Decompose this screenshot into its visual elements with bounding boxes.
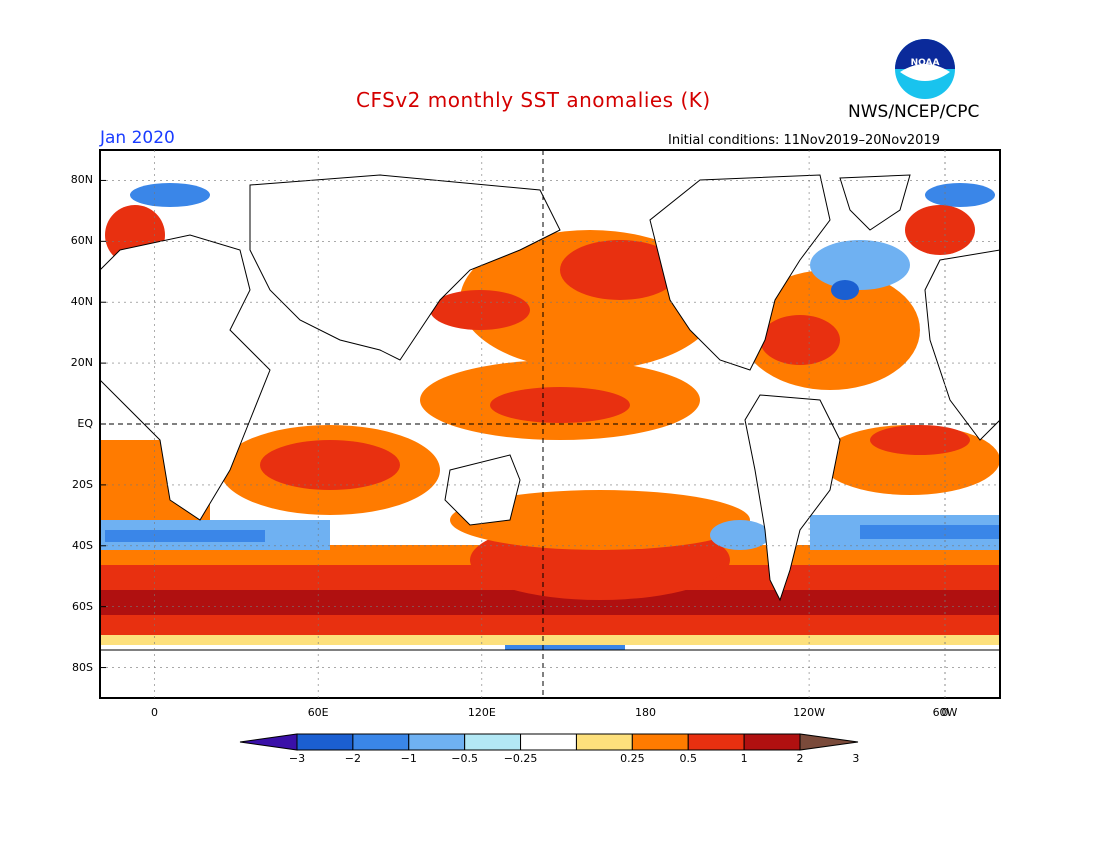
lat-label: 20S [72, 477, 93, 491]
lon-label: 60W [932, 706, 958, 719]
lat-label: 40N [70, 295, 93, 309]
noaa-logo-text: NOAA [911, 58, 940, 68]
colorbar [239, 733, 859, 751]
colorbar-segment [296, 733, 354, 751]
colorbar-label: 0.5 [679, 752, 697, 765]
colorbar-segment [352, 733, 410, 751]
lon-label: 0 [151, 706, 159, 719]
lon-label: 120E [467, 706, 496, 719]
colorbar-segment [464, 733, 522, 751]
initial-conditions: Initial conditions: 11Nov2019–20Nov2019 [668, 133, 940, 148]
colorbar-label: 0.25 [620, 752, 645, 765]
colorbar-label: 2 [796, 752, 804, 765]
lat-label: EQ [77, 417, 93, 430]
colorbar-segment [575, 733, 633, 751]
lat-label: 40S [72, 538, 93, 552]
lon-label: 60E [307, 706, 329, 719]
colorbar-label: 1 [740, 752, 748, 765]
noaa-logo: NOAA [895, 39, 955, 99]
lat-label: 20N [70, 356, 93, 370]
lon-label: 180 [634, 706, 656, 719]
colorbar-label: −2 [344, 752, 361, 765]
lon-label: 120W [793, 706, 826, 719]
continents [100, 174, 1000, 698]
map-title: CFSv2 monthly SST anomalies (K) [356, 88, 711, 112]
colorbar-label: −0.25 [503, 752, 538, 765]
colorbar-label: 3 [852, 752, 860, 765]
lat-label: 60N [70, 234, 93, 248]
forecast-period: Jan 2020 [100, 128, 175, 148]
organization-label: NWS/NCEP/CPC [848, 102, 980, 122]
lat-label: 60S [72, 599, 93, 613]
lon-label: 0 [941, 706, 949, 719]
lat-label: 80S [72, 660, 93, 674]
colorbar-low-arrow [239, 733, 298, 751]
colorbar-segment [687, 733, 745, 751]
colorbar-label: −0.5 [451, 752, 479, 765]
colorbar-label: −3 [288, 752, 306, 765]
colorbar-segment [631, 733, 689, 751]
colorbar-segment [520, 733, 577, 751]
colorbar-high-arrow [799, 733, 859, 751]
axis-ticks [100, 179, 106, 669]
colorbar-segment [408, 733, 466, 751]
lat-label: 80N [70, 173, 93, 187]
arctic-cool [130, 183, 210, 207]
graticule [100, 150, 1000, 698]
colorbar-segment [743, 733, 801, 751]
colorbar-label: −1 [400, 752, 417, 765]
